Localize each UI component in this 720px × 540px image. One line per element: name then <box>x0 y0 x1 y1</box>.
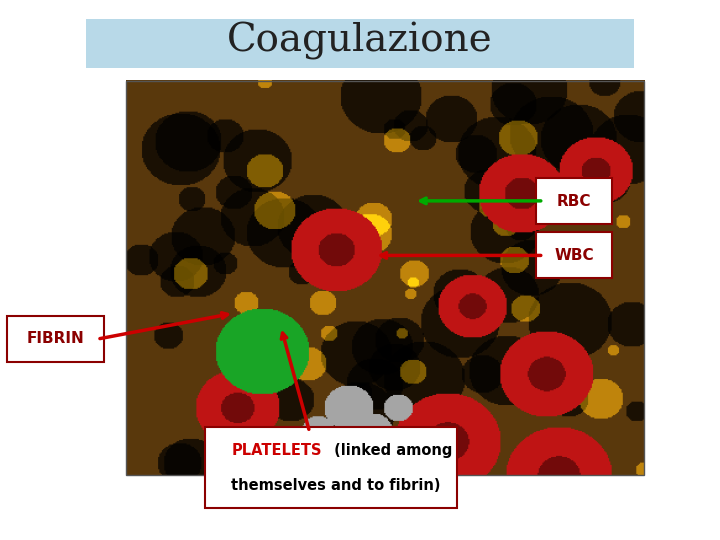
Text: Coagulazione: Coagulazione <box>227 22 493 59</box>
Text: RBC: RBC <box>557 194 591 208</box>
Text: WBC: WBC <box>554 248 594 262</box>
Bar <box>126 81 644 475</box>
FancyBboxPatch shape <box>86 19 634 68</box>
FancyBboxPatch shape <box>7 316 104 362</box>
Text: (linked among: (linked among <box>328 443 452 458</box>
FancyBboxPatch shape <box>536 232 612 278</box>
Text: themselves and to fibrin): themselves and to fibrin) <box>231 478 441 494</box>
Text: PLATELETS: PLATELETS <box>231 443 322 458</box>
Text: FIBRIN: FIBRIN <box>27 332 85 346</box>
FancyBboxPatch shape <box>536 178 612 224</box>
FancyBboxPatch shape <box>205 427 457 508</box>
